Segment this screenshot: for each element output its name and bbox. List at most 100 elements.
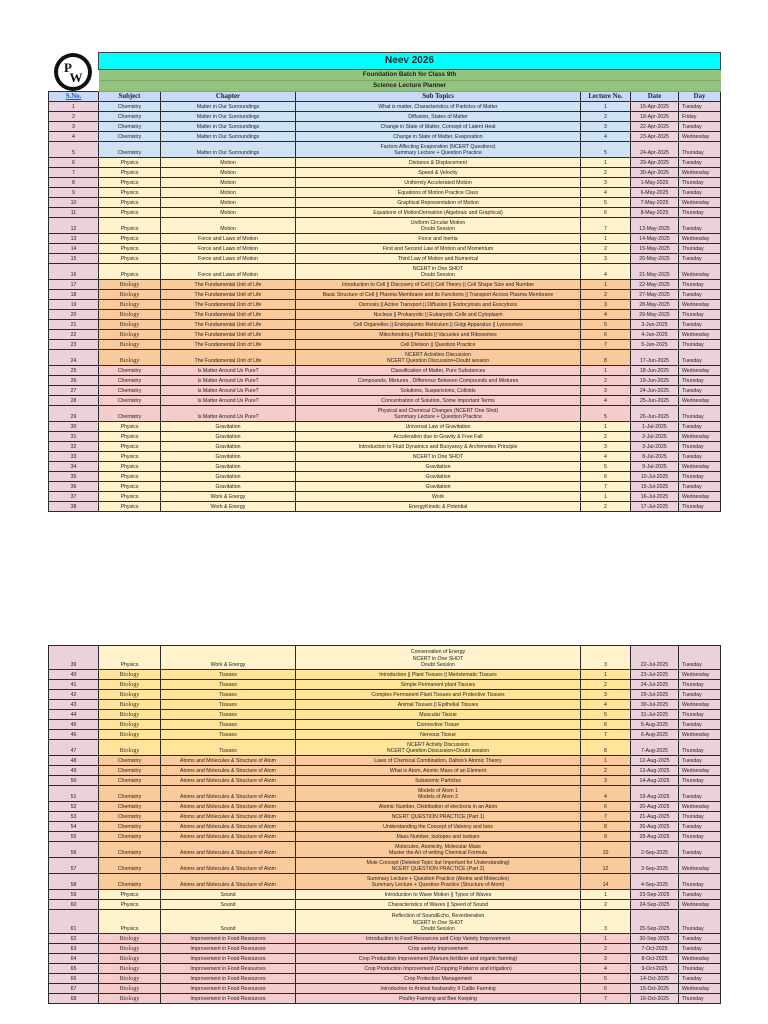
cell-sno: 58 [48, 873, 99, 890]
table-row: 56 Chemistry Atoms and Molecules & Structu… [48, 841, 721, 858]
cell-subject: Biology [98, 299, 161, 310]
cell-subject: Biology [98, 669, 161, 680]
cell-date: 3-Jun-2025 [630, 319, 679, 330]
cell-date: 2-Jul-2025 [630, 431, 679, 442]
cell-subtopic: Graphical Representation of Motion [295, 197, 581, 208]
table-row: 49 Chemistry Atoms and Molecules & Structu… [48, 765, 721, 776]
cell-subtopic: Connective Tissue [295, 719, 581, 730]
cell-subtopic: Introduction to Animal husbandry II Catt… [295, 983, 581, 994]
cell-date: 18-Apr-2025 [630, 111, 679, 122]
cell-day: Thursday [678, 739, 721, 756]
cell-date: 30-Apr-2025 [630, 167, 679, 178]
table-row: 63 Biology Improvement in Food Resources Cr… [48, 943, 721, 954]
cell-date: 29-Jul-2025 [630, 689, 679, 700]
cell-subject: Biology [98, 309, 161, 320]
table-row: 23 Biology The Fundamental Unit of Life Cel… [48, 339, 722, 350]
cell-sno: 22 [48, 329, 99, 340]
cell-date: 15-Apr-2025 [630, 101, 679, 112]
cell-chapter: The Fundamental Unit of Life [160, 329, 296, 340]
cell-lecture-no: 2 [580, 289, 631, 300]
table-row: 11 Physics Motion Equations of MotionDeriva… [48, 207, 722, 218]
cell-subtopic: NCERT in One SHOT [295, 451, 581, 462]
cell-subtopic: Nervous Tissue [295, 729, 581, 740]
cell-sno: 43 [48, 699, 99, 710]
cell-sno: 63 [48, 943, 99, 954]
cell-sno: 52 [48, 801, 99, 812]
table-row: 44 Biology Tissues Muscular Tissue 5 31-Jul-2… [48, 709, 721, 720]
cell-subject: Biology [98, 933, 161, 944]
cell-date: 22-Jul-2025 [630, 645, 679, 670]
table-row: 30 Physics Gravitation Universal Law of Gra… [48, 421, 722, 432]
table-row: 20 Biology The Fundamental Unit of Life Nuc… [48, 309, 722, 320]
cell-day: Tuesday [678, 933, 721, 944]
table-row: 25 Chemistry Is Matter Around Us Pure? Clas… [48, 365, 722, 376]
cell-lecture-no: 1 [580, 233, 631, 244]
cell-subtopic: Third Law of Motion and Numerical [295, 253, 581, 264]
table-row: 54 Chemistry Atoms and Molecules & Structu… [48, 821, 721, 832]
subtitle-row: Science Lecture Planner [49, 80, 721, 92]
cell-day: Thursday [677, 141, 722, 158]
cell-chapter: The Fundamental Unit of Life [160, 309, 296, 320]
table-row: 26 Chemistry Is Matter Around Us Pure? Comp… [48, 375, 722, 386]
col-header-sno[interactable]: S.No. [48, 91, 99, 102]
cell-sno: 66 [48, 973, 99, 984]
cell-chapter: Matter in Our Surroundings [160, 141, 296, 158]
cell-subtopic: Conservation of Energy NCERT in One SHOT… [295, 645, 581, 670]
cell-subtopic: Force and Inertia [295, 233, 581, 244]
cell-chapter: Improvement in Food Resources [160, 943, 296, 954]
cell-day: Thursday [677, 375, 722, 386]
cell-date: 19-Jun-2025 [630, 375, 679, 386]
cell-sno: 2 [48, 111, 99, 122]
cell-lecture-no: 5 [580, 197, 631, 208]
cell-subject: Physics [98, 253, 161, 264]
pw-logo-icon: P W [54, 52, 93, 91]
table-row: 48 Chemistry Atoms and Molecules & Structu… [48, 755, 721, 766]
cell-date: 28-May-2025 [630, 299, 679, 310]
cell-sno: 1 [48, 101, 99, 112]
table-row: 61 Physics Sound Reflection of SoundEcho, R… [48, 909, 721, 934]
table-row: 43 Biology Tissues Animal Tissues || Epithe… [48, 699, 721, 710]
cell-sno: 41 [48, 679, 99, 690]
cell-lecture-no: 12 [580, 857, 631, 874]
cell-lecture-no: 5 [580, 405, 631, 422]
cell-subject: Biology [98, 973, 161, 984]
table-row: 33 Physics Gravitation NCERT in One SHOT 4 8-… [48, 451, 722, 462]
cell-sno: 31 [48, 431, 99, 442]
cell-sno: 32 [48, 441, 99, 452]
cell-chapter: Tissues [160, 679, 296, 690]
cell-subject: Biology [98, 739, 161, 756]
cell-subtopic: Uniform Circular Motion Doubt Session [295, 217, 581, 234]
cell-date: 4-Sep-2025 [630, 873, 679, 890]
cell-subject: Physics [98, 263, 161, 280]
cell-date: 22-May-2025 [630, 279, 679, 290]
cell-chapter: Motion [160, 207, 296, 218]
cell-date: 29-Apr-2025 [630, 157, 679, 168]
cell-subtopic: Introduction to Wave Motion || Types of … [295, 889, 581, 900]
cell-lecture-no: 6 [580, 471, 631, 482]
cell-subject: Biology [98, 319, 161, 330]
cell-subject: Chemistry [98, 811, 161, 822]
cell-date: 4-Jun-2025 [630, 329, 679, 340]
cell-chapter: Gravitation [160, 481, 296, 492]
batch-subtitle: Foundation Batch for Class 9th [98, 69, 721, 81]
cell-chapter: Motion [160, 217, 296, 234]
cell-subject: Biology [98, 279, 161, 290]
col-header-subtopics: Sub Topics [295, 91, 581, 102]
cell-lecture-no: 5 [580, 461, 631, 472]
cell-subtopic: Molecules, Atomicity, Molecular Mass Mas… [295, 841, 581, 858]
cell-lecture-no: 2 [580, 243, 631, 254]
cell-lecture-no: 7 [580, 217, 631, 234]
cell-subject: Physics [98, 909, 161, 934]
cell-day: Wednesday [677, 431, 722, 442]
cell-sno: 15 [48, 253, 99, 264]
cell-chapter: Atoms and Molecules & Structure of Atom [160, 801, 296, 812]
cell-chapter: Tissues [160, 719, 296, 730]
cell-sno: 26 [48, 375, 99, 386]
cell-chapter: Improvement in Food Resources [160, 973, 296, 984]
cell-subtopic: Equations of Motion Practice Class [295, 187, 581, 198]
cell-chapter: Gravitation [160, 431, 296, 442]
cell-chapter: Sound [160, 889, 296, 900]
lecture-planner-table-page-2: 39 Physics Work & Energy Conservation of En… [48, 645, 721, 1004]
cell-chapter: Force and Laws of Motion [160, 243, 296, 254]
cell-day: Thursday [677, 405, 722, 422]
